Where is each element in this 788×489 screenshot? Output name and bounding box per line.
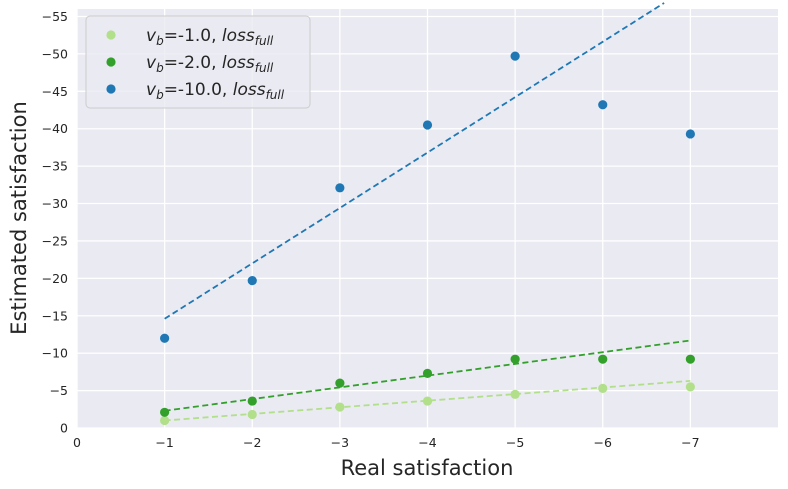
data-point-series-3: [247, 276, 257, 286]
data-point-series-1: [247, 409, 257, 420]
data-point-series-3: [335, 183, 345, 193]
data-point-series-2: [160, 407, 170, 417]
legend-marker-series-1: [106, 30, 116, 40]
y-tick-label: −20: [42, 271, 68, 286]
x-tick-label: 0: [73, 435, 81, 450]
data-point-series-3: [510, 51, 520, 61]
x-tick-label: −6: [594, 435, 612, 450]
data-point-series-3: [598, 100, 608, 110]
legend-label-part: b: [156, 61, 164, 75]
data-points: [160, 51, 695, 426]
legend-label-part: b: [156, 34, 164, 48]
legend-marker-series-3: [106, 84, 116, 94]
data-point-series-2: [685, 354, 695, 364]
data-point-series-1: [160, 415, 170, 426]
legend-label-part: v: [146, 53, 157, 73]
x-tick-label: −4: [418, 435, 436, 450]
x-tick-label: −7: [681, 435, 699, 450]
y-tick-label: −50: [42, 46, 68, 61]
data-point-series-2: [335, 378, 345, 388]
legend-label-part: loss: [222, 26, 255, 46]
legend-label-part: v: [146, 26, 157, 46]
legend-label-part: full: [255, 61, 274, 75]
x-tick-label: −2: [243, 435, 261, 450]
legend-label-part: loss: [233, 80, 266, 100]
legend-label-series-2: vb=-2.0, lossfull: [146, 53, 274, 75]
legend-label-series-1: vb=-1.0, lossfull: [146, 26, 274, 48]
legend-label-part: v: [146, 80, 157, 100]
y-tick-label: −10: [42, 346, 68, 361]
legend-box: [85, 15, 311, 109]
y-axis-title: Estimated satisfaction: [7, 101, 31, 335]
x-tick-label: −3: [331, 435, 349, 450]
x-axis-title: Real satisfaction: [341, 456, 514, 480]
y-tick-label: −30: [42, 196, 68, 211]
y-tick-label: −55: [42, 9, 68, 24]
y-tick-label: 0: [60, 421, 68, 436]
data-point-series-2: [247, 396, 257, 406]
data-point-series-1: [598, 383, 608, 393]
legend-label-part: full: [255, 34, 274, 48]
legend-marker-series-2: [106, 57, 116, 67]
x-tick-label: −1: [155, 435, 173, 450]
legend-label-part: =-1.0,: [164, 26, 222, 46]
y-axis-ticks: 0 −5 −10 −15 −20 −25 −30 −35 −40 −45 −50 −55: [42, 9, 68, 436]
data-point-series-2: [510, 354, 520, 364]
y-tick-label: −45: [42, 84, 68, 99]
legend-label-part: =-10.0,: [164, 80, 233, 100]
y-tick-label: −40: [42, 121, 68, 136]
y-tick-label: −15: [42, 308, 68, 323]
x-tick-label: −5: [506, 435, 524, 450]
legend-label-series-3: vb=-10.0, lossfull: [146, 80, 285, 102]
data-point-series-2: [422, 368, 433, 378]
data-point-series-3: [422, 120, 433, 130]
legend-label-part: b: [156, 88, 164, 102]
legend-label-part: full: [266, 88, 285, 102]
data-point-series-2: [598, 354, 608, 364]
data-point-series-1: [685, 382, 695, 392]
x-axis-ticks: 0 −1 −2 −3 −4 −5 −6 −7: [73, 435, 700, 450]
data-point-series-1: [335, 402, 345, 412]
data-point-series-1: [510, 389, 520, 399]
y-tick-label: −5: [50, 383, 68, 398]
data-point-series-3: [685, 129, 695, 139]
data-point-series-1: [422, 396, 433, 406]
y-tick-label: −35: [42, 159, 68, 174]
fit-line-series-3: [164, 2, 665, 320]
legend-label-part: =-2.0,: [164, 53, 222, 73]
y-tick-label: −25: [42, 233, 68, 248]
legend-label-part: loss: [222, 53, 255, 73]
data-point-series-3: [160, 333, 170, 343]
